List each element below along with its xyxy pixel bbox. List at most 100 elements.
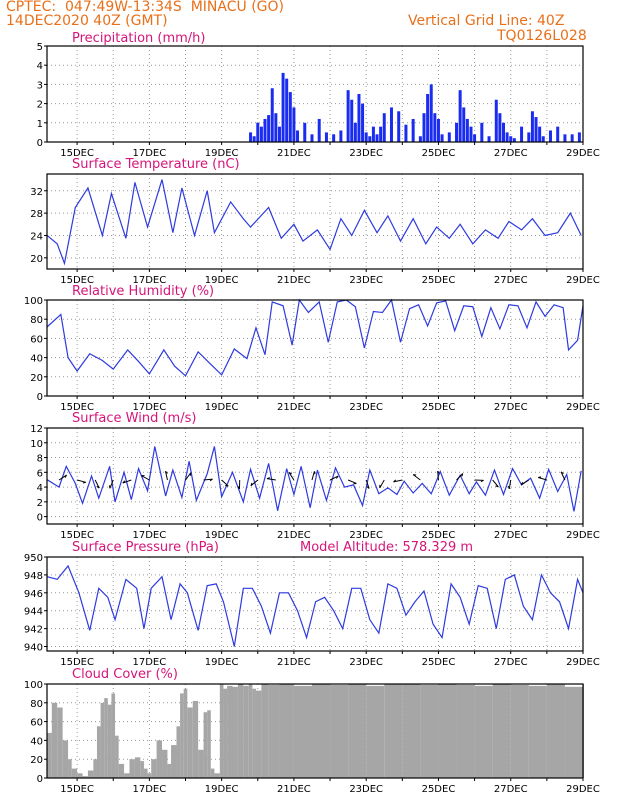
cloud-ytick-label: 60 [30,718,43,729]
rh-ytick-label: 100 [24,296,43,307]
precip-bar [375,134,379,142]
pressure-xtick-label: 17DEC [133,657,167,668]
cloud-ytick-label: 100 [24,680,43,691]
wind-arrow [379,479,385,489]
precip-panel: 0 1 2 3 4 5 15DEC 17DEC 19DEC 21DEC 23DEC 25DEC 27DE… [37,31,600,159]
temp-xtick-label: 23DEC [349,275,383,286]
wind-arrow [203,478,213,481]
precip-xtick-label: 27DEC [494,148,528,159]
precip-bar [270,88,274,142]
date-header: 14DEC2020 40Z (GMT) [6,13,168,29]
rh-xtick-label: 29DEC [566,402,600,413]
wind-arrow [492,479,499,488]
precip-xtick-label: 29DEC [566,148,600,159]
cloud-ytick-label: 20 [30,755,43,766]
cloud-bar [124,773,130,778]
wind-xtick-label: 23DEC [349,530,383,541]
cloud-bar [171,745,177,778]
cloud-bar [176,726,181,778]
precip-bar [473,134,477,142]
wind-arrow [288,472,295,481]
pressure-frame [46,556,584,652]
wind-arrow [165,471,168,481]
cloud-bar [564,686,583,778]
precip-bar [252,136,256,142]
wind-arrow [58,474,67,481]
cloud-bar [104,698,108,778]
precip-ytick-label: 3 [37,80,43,91]
wind-arrow [538,477,548,481]
cloud-bar [118,763,125,778]
precip-bar [418,136,422,142]
cloud-bar [147,773,152,778]
rh-ytick-label: 80 [30,315,43,326]
cloud-bar [183,688,188,778]
rh-xtick-label: 15DEC [60,402,94,413]
cloud-bar [207,710,211,778]
cloud-bar [192,700,199,778]
cloud-xtick-label: 21DEC [277,784,311,795]
precip-bar [530,111,534,142]
precip-ytick-label: 2 [37,100,43,111]
temp-line [46,179,582,266]
cloud-bar [438,684,457,778]
temp-frame [46,173,584,270]
wind-arrow [365,479,370,489]
cloud-bar [248,684,253,778]
cloud-bar [237,684,244,778]
cloud-bar [115,735,119,778]
precip-bar [285,78,289,142]
temp-xtick-label: 27DEC [494,275,528,286]
wind-ytick-label: 2 [37,498,43,509]
cloud-bar [510,684,529,778]
temp-xtick-label: 25DEC [422,275,456,286]
cloud-xtick-label: 23DEC [349,784,383,795]
precip-bar [527,132,531,142]
cloud-bar [77,773,83,778]
wind-xtick-label: 25DEC [422,530,456,541]
precip-bar [317,118,321,142]
wind-frame [46,427,584,525]
precip-bar [249,132,253,142]
pressure-ytick-label: 946 [24,589,43,600]
pressure-xtick-label: 19DEC [205,657,239,668]
wind-arrow [412,474,421,481]
precip-bar [353,122,357,142]
cloud-bar [492,684,511,778]
wind-arrow [347,479,357,484]
wind-ytick-label: 12 [30,424,43,435]
precip-bar [548,130,552,142]
precip-bar [332,134,336,142]
pressure-xtick-label: 21DEC [277,657,311,668]
temp-ytick-label: 32 [30,187,43,198]
cloud-bar [243,685,249,778]
cloud-xtick-label: 27DEC [494,784,528,795]
cloud-bar [47,732,52,778]
precip-bar [465,118,469,142]
precip-bar [469,126,473,142]
cloud-bar [87,770,94,778]
model-header: TQ0126L028 [497,28,587,44]
cloud-bar [420,684,439,778]
precip-bar [447,132,451,142]
pressure-subtitle: Model Altitude: 578.329 m [300,540,473,555]
cloud-bar [223,688,228,778]
precip-bar [411,118,415,142]
rh-xtick-label: 23DEC [349,402,383,413]
cloud-bar [51,702,58,778]
cloud-bar [111,693,116,778]
precip-bar [570,134,574,142]
precip-bar [364,132,368,142]
cloud-bar [474,685,493,778]
temp-ytick-label: 20 [30,254,43,265]
pressure-panel: 940 942 944 946 948 950 15DEC 17DEC 19DEC 21DEC 23… [24,540,600,668]
cloud-title: Cloud Cover (%) [72,667,178,682]
wind-arrow [520,479,530,486]
cloud-bar [261,684,269,778]
rh-xtick-label: 19DEC [205,402,239,413]
precip-bar [379,126,383,142]
precip-frame [46,45,584,143]
cloud-bar [203,712,208,778]
cloud-xtick-label: 17DEC [133,784,167,795]
